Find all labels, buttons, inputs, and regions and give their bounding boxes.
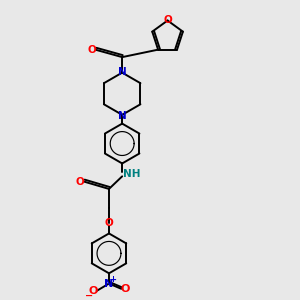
Text: N: N [104,278,114,289]
Text: −: − [85,291,93,300]
Text: O: O [105,218,113,228]
Text: O: O [88,286,98,296]
Text: N: N [118,67,127,77]
Text: NH: NH [123,169,140,179]
Text: O: O [88,45,96,55]
Text: +: + [110,275,117,284]
Text: N: N [118,111,127,121]
Text: O: O [163,15,172,25]
Text: O: O [120,284,130,294]
Text: O: O [76,177,85,187]
